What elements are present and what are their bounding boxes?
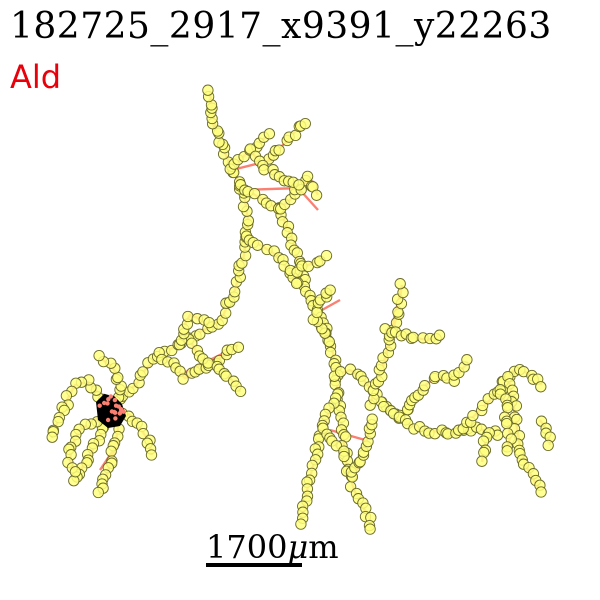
neurite-node: [364, 523, 376, 535]
neurite-node: [324, 284, 336, 296]
neurite-node: [242, 215, 255, 227]
neurite-node: [248, 187, 261, 200]
neurite-node: [433, 329, 446, 341]
neurite-node: [251, 239, 264, 251]
neurite-node: [338, 450, 350, 463]
neurite-node: [60, 390, 73, 402]
scale-bar-label: 1700μm: [206, 528, 339, 566]
soma-point: [106, 397, 111, 402]
neurite-node: [301, 170, 314, 183]
neurite-node: [137, 366, 149, 378]
neurite-node: [293, 179, 305, 191]
neurite-node: [324, 346, 337, 359]
scale-bar: [206, 563, 302, 567]
neurite-node: [203, 316, 215, 329]
neurite-node: [145, 449, 158, 461]
soma-point: [112, 397, 118, 403]
neurite-node: [52, 415, 64, 428]
neurite-node: [476, 455, 488, 467]
neurite-node: [320, 249, 333, 262]
neurite-node: [477, 435, 490, 447]
neurite-node: [220, 307, 232, 319]
neurite-node: [461, 354, 473, 366]
neurite-node: [46, 431, 58, 443]
neurite-node: [535, 381, 547, 393]
neurite-node: [299, 117, 311, 130]
page-title: 182725_2917_x9391_y22263: [10, 6, 552, 47]
neurite-node: [92, 486, 104, 499]
neurite-node: [501, 445, 513, 457]
neurite-node: [263, 128, 276, 140]
neurite-node: [502, 402, 514, 414]
neurite-edges: [50, 91, 552, 531]
soma-point: [113, 403, 119, 408]
soma: [96, 394, 126, 428]
cell-type-label: Ald: [10, 58, 62, 96]
neurite-node: [511, 413, 523, 426]
neurite-node: [93, 349, 105, 362]
neurite-node: [182, 310, 194, 323]
soma-point: [102, 400, 107, 406]
neurite-node: [501, 417, 513, 430]
soma-point: [97, 403, 102, 408]
soma-point: [109, 409, 115, 414]
neurite-node: [202, 84, 214, 96]
neurite-node: [419, 380, 431, 392]
neurite-node: [407, 331, 419, 344]
neurite-node: [535, 486, 547, 498]
neurite-connector: [321, 298, 341, 312]
neurite-node: [290, 277, 303, 290]
neurite-node: [334, 366, 347, 378]
neurite-node: [234, 385, 247, 398]
neurite-node: [177, 373, 189, 385]
soma-point: [108, 394, 114, 399]
neurite-node: [232, 341, 245, 353]
soma-point: [121, 409, 126, 414]
neurite-node: [105, 445, 117, 457]
neurite-node: [311, 306, 323, 319]
neurite-node: [194, 328, 206, 340]
neurite-node: [542, 439, 554, 452]
neurite-node: [310, 189, 323, 201]
neurite-node: [273, 144, 285, 156]
neurite-node: [467, 409, 479, 422]
neurite-nodes: [46, 84, 556, 535]
soma-point: [117, 411, 123, 416]
neurite-node: [229, 286, 241, 298]
soma-point: [105, 401, 110, 406]
soma-point: [113, 410, 118, 415]
neurite-node: [295, 518, 307, 530]
soma-point: [113, 416, 118, 421]
neurite-node: [366, 413, 378, 425]
neurite-node: [137, 427, 149, 440]
neurite-node: [69, 466, 82, 478]
soma-point: [105, 417, 111, 423]
neurite-node: [394, 278, 406, 290]
